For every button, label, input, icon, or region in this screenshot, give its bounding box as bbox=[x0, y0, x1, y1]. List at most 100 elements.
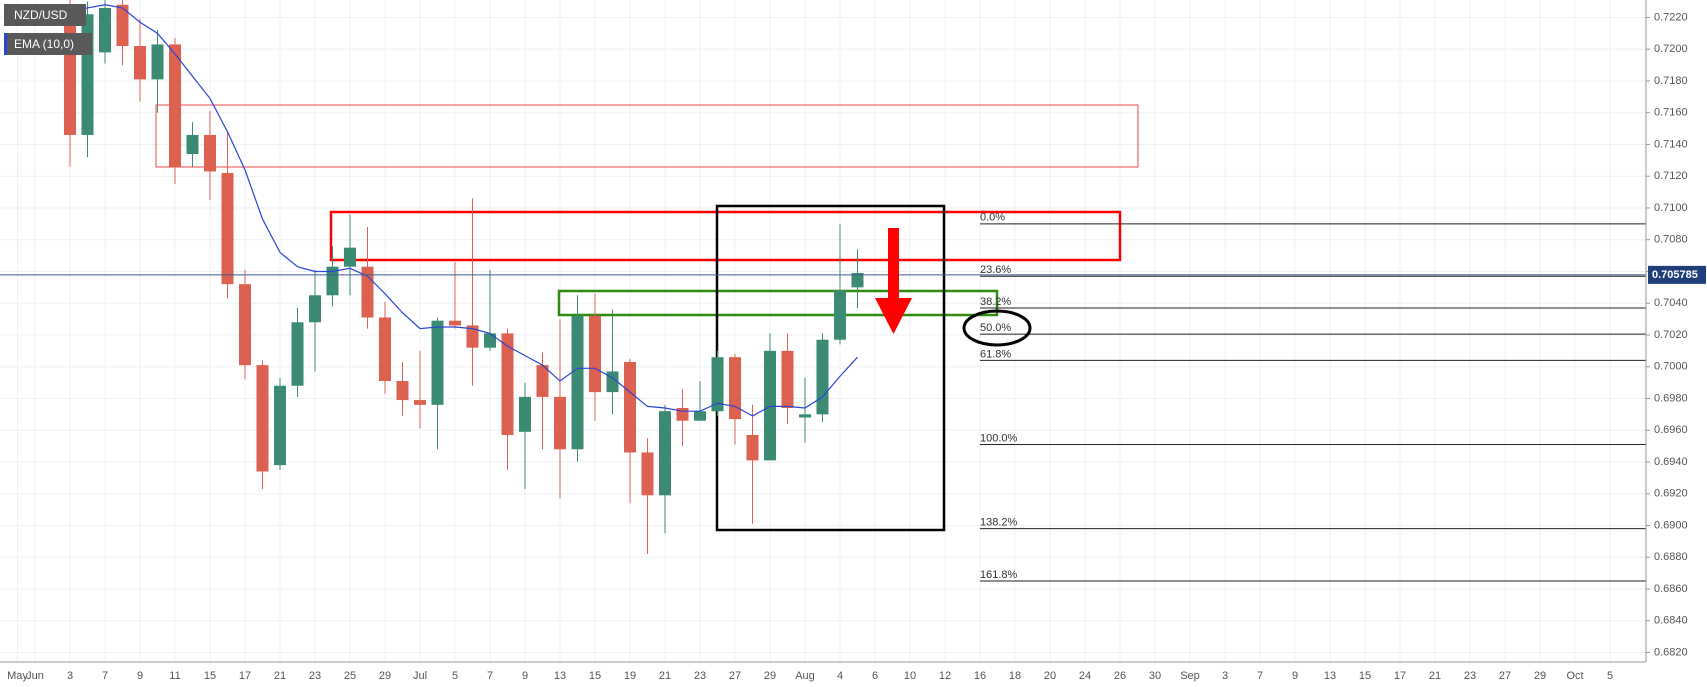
candle-body bbox=[764, 350, 776, 461]
x-tick-label: 29 bbox=[764, 670, 776, 682]
zone-box bbox=[155, 104, 1139, 168]
candle-body bbox=[449, 320, 461, 326]
candle-body bbox=[711, 357, 724, 412]
last-price-label: 0.705785 bbox=[1652, 269, 1698, 281]
candle-body bbox=[431, 320, 444, 405]
y-tick-label: 0.6840 bbox=[1654, 615, 1688, 627]
candle-body bbox=[274, 385, 286, 466]
plot: 0.0% 23.6% 38.2% 50.0% 61.8% 100.0% 138.2% 161.… bbox=[0, 0, 1646, 582]
y-tick-label: 0.6820 bbox=[1654, 646, 1688, 658]
candle-body bbox=[729, 357, 741, 420]
x-tick-label: 30 bbox=[1149, 670, 1161, 682]
candle-body bbox=[239, 284, 251, 366]
x-tick-label: 3 bbox=[67, 670, 73, 682]
legend-box bbox=[4, 33, 92, 55]
candle-body bbox=[116, 4, 129, 47]
candle-body bbox=[186, 134, 199, 154]
y-tick-label: 0.6980 bbox=[1654, 392, 1688, 404]
overlay bbox=[875, 228, 1032, 347]
highlight-ellipse bbox=[962, 309, 1032, 347]
x-tick-label: 13 bbox=[1324, 670, 1336, 682]
candle-body bbox=[64, 9, 76, 135]
x-tick-label: 3 bbox=[1222, 670, 1228, 682]
x-tick-label: 12 bbox=[939, 670, 951, 682]
candle-body bbox=[81, 14, 94, 135]
x-tick-label: 4 bbox=[837, 670, 843, 682]
candle-body bbox=[326, 266, 339, 296]
x-tick-label: 9 bbox=[137, 670, 143, 682]
y-tick-label: 0.7020 bbox=[1654, 329, 1688, 341]
fib-label: 138.2% bbox=[980, 517, 1018, 529]
candle-body bbox=[169, 44, 181, 167]
x-tick-label: 21 bbox=[274, 670, 286, 682]
candle-body bbox=[204, 134, 216, 172]
x-tick-label: 9 bbox=[522, 670, 528, 682]
x-tick-label: Aug bbox=[795, 670, 815, 682]
candle-body bbox=[291, 322, 304, 386]
x-tick-label: 11 bbox=[169, 670, 180, 682]
y-tick-label: 0.7140 bbox=[1654, 138, 1688, 150]
legend-label: EMA (10,0) bbox=[14, 37, 74, 51]
candle-body bbox=[834, 290, 846, 340]
y-tick-label: 0.6940 bbox=[1654, 456, 1688, 468]
grid bbox=[0, 0, 1650, 662]
x-tick-label: 23 bbox=[309, 670, 321, 682]
x-tick-label: 15 bbox=[1359, 670, 1371, 682]
x-tick-label: 16 bbox=[974, 670, 986, 682]
arrow-shaft bbox=[888, 228, 899, 300]
x-tick-label: 20 bbox=[1044, 670, 1056, 682]
x-tick-label: 15 bbox=[589, 670, 601, 682]
arrow-head bbox=[875, 298, 912, 334]
y-tick-label: 0.7200 bbox=[1654, 43, 1688, 55]
candle-body bbox=[694, 411, 706, 421]
annotations bbox=[155, 104, 1139, 532]
candle-body bbox=[624, 361, 636, 453]
candle-body bbox=[799, 414, 811, 418]
candle-body bbox=[519, 396, 531, 432]
candle-body bbox=[501, 333, 514, 435]
x-tick-label: 27 bbox=[1499, 670, 1511, 682]
legend-swatch bbox=[4, 33, 7, 55]
y-tick-label: 0.7000 bbox=[1654, 361, 1688, 373]
x-tick-label: 23 bbox=[694, 670, 706, 682]
fib-label: 0.0% bbox=[980, 212, 1005, 224]
x-tick-label: 5 bbox=[1607, 670, 1613, 682]
candle-body bbox=[414, 400, 426, 405]
legend-label: NZD/USD bbox=[14, 8, 68, 22]
y-tick-label: 0.7220 bbox=[1654, 11, 1688, 23]
x-tick-label: 17 bbox=[239, 670, 251, 682]
legend: NZD/USD EMA (10,0) bbox=[4, 4, 92, 55]
x-tick-label: Oct bbox=[1566, 670, 1583, 682]
candle-body bbox=[746, 434, 759, 461]
candle-body bbox=[221, 173, 234, 285]
x-tick-label: May bbox=[7, 670, 28, 682]
legend-box bbox=[4, 4, 86, 26]
y-tick-label: 0.7120 bbox=[1654, 170, 1688, 182]
candle-body bbox=[554, 396, 566, 450]
candle-body bbox=[641, 452, 654, 496]
ema-line bbox=[69, 4, 858, 417]
candle-body bbox=[536, 365, 549, 397]
x-tick-label: 9 bbox=[1292, 670, 1298, 682]
x-tick-label: 13 bbox=[554, 670, 566, 682]
y-tick-label: 0.7160 bbox=[1654, 107, 1688, 119]
x-tick-label: 21 bbox=[659, 670, 671, 682]
y-tick-label: 0.6880 bbox=[1654, 551, 1688, 563]
x-tick-label: 27 bbox=[729, 670, 741, 682]
x-tick-label: 10 bbox=[904, 670, 916, 682]
x-tick-label: 25 bbox=[344, 670, 356, 682]
x-tick-label: 23 bbox=[1464, 670, 1476, 682]
candle-body bbox=[484, 333, 496, 348]
candle-body bbox=[151, 44, 164, 80]
x-tick-label: 7 bbox=[102, 670, 108, 682]
candle-body bbox=[659, 411, 671, 496]
x-tick-label: 19 bbox=[624, 670, 636, 682]
candle-body bbox=[571, 315, 584, 450]
x-tick-label: Sep bbox=[1180, 670, 1200, 682]
y-tick-label: 0.7080 bbox=[1654, 234, 1688, 246]
y-tick-label: 0.6860 bbox=[1654, 583, 1688, 595]
candle-body bbox=[781, 350, 794, 408]
candle-body bbox=[589, 315, 601, 393]
fib-label: 23.6% bbox=[980, 264, 1011, 276]
x-tick-label: 5 bbox=[452, 670, 458, 682]
